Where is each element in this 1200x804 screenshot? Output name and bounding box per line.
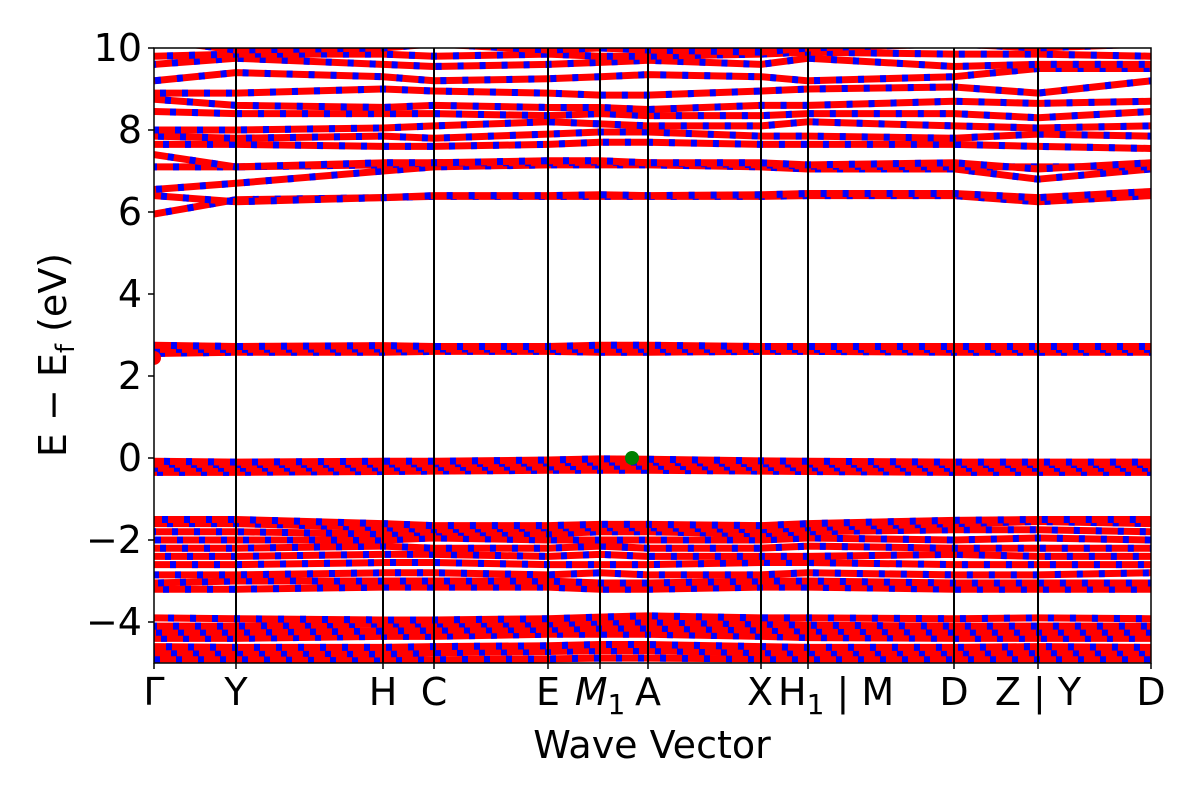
x-tick-label: D xyxy=(939,670,968,714)
band-9 xyxy=(154,573,1151,575)
y-tick-label: 2 xyxy=(118,354,142,398)
y-tick-label: 4 xyxy=(118,272,142,316)
bands-layer xyxy=(154,40,1151,660)
markers-layer xyxy=(147,351,639,465)
band-35 xyxy=(154,69,1151,81)
x-tick-label: H xyxy=(369,670,398,714)
band-31 xyxy=(154,122,1151,130)
x-tick-label: H1 | M xyxy=(778,670,894,721)
y-axis-label: E − Ef (eV) xyxy=(31,253,81,457)
y-axis: −4 −2 0 2 4 6 8 10 xyxy=(86,26,154,644)
x-tick-label: Γ xyxy=(143,670,164,714)
x-tick-label: Z | Y xyxy=(995,670,1082,715)
band-38 xyxy=(154,40,1151,52)
vbm-marker xyxy=(625,451,639,465)
band-8 xyxy=(154,581,1151,583)
y-tick-label: 6 xyxy=(118,190,142,234)
x-tick-label: D xyxy=(1136,670,1165,714)
y-tick-label: −4 xyxy=(86,600,142,644)
band-0 xyxy=(154,658,1151,660)
x-tick-label: X xyxy=(747,670,773,714)
x-tick-label: A xyxy=(635,670,661,714)
x-tick-label: E xyxy=(536,670,560,714)
y-tick-label: 8 xyxy=(118,108,142,152)
band-30 xyxy=(154,132,1151,138)
y-tick-label: 0 xyxy=(118,436,142,480)
x-tick-label: M1 xyxy=(575,670,626,721)
band-13 xyxy=(154,538,1151,540)
x-tick-label: Y xyxy=(223,670,248,714)
x-tick-label: C xyxy=(421,670,448,714)
y-tick-label: −2 xyxy=(86,518,142,562)
x-axis-label: Wave Vector xyxy=(533,723,771,767)
y-tick-label: 10 xyxy=(94,26,142,70)
